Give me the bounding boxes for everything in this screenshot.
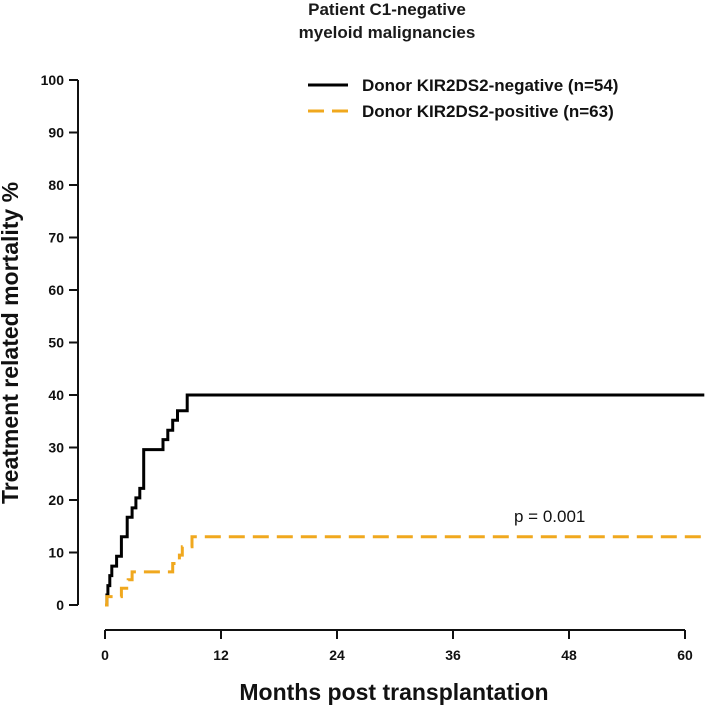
y-tick-label: 40 xyxy=(48,387,64,403)
y-tick-label: 60 xyxy=(48,282,64,298)
legend: Donor KIR2DS2-negative (n=54) Donor KIR2… xyxy=(308,76,618,121)
series-line-1 xyxy=(105,535,705,607)
x-axis-label: Months post transplantation xyxy=(239,679,548,705)
series-group xyxy=(105,393,705,607)
y-tick-label: 90 xyxy=(48,125,64,141)
x-axis: 0 12 24 36 48 60 xyxy=(101,629,693,663)
y-tick-label: 30 xyxy=(48,440,64,456)
y-tick-label: 100 xyxy=(41,72,65,88)
x-tick-label: 12 xyxy=(213,647,229,663)
y-tick-label: 0 xyxy=(56,597,64,613)
chart-title-line-2: myeloid malignancies xyxy=(299,23,476,42)
y-axis-label: Treatment related mortality % xyxy=(0,182,23,504)
x-tick-label: 48 xyxy=(561,647,577,663)
y-tick-label: 50 xyxy=(48,335,64,351)
legend-label-positive: Donor KIR2DS2-positive (n=63) xyxy=(362,102,614,121)
x-tick-label: 60 xyxy=(677,647,693,663)
x-tick-label: 0 xyxy=(101,647,109,663)
y-tick-label: 80 xyxy=(48,177,64,193)
y-tick-label: 20 xyxy=(48,492,64,508)
x-tick-label: 24 xyxy=(329,647,345,663)
chart-title-line-1: Patient C1-negative xyxy=(308,0,466,19)
y-tick-label: 10 xyxy=(48,545,64,561)
legend-label-negative: Donor KIR2DS2-negative (n=54) xyxy=(362,76,618,95)
y-axis: 0 10 20 30 40 50 60 70 80 90 100 xyxy=(41,72,79,613)
p-value-annotation: p = 0.001 xyxy=(514,507,585,526)
x-tick-label: 36 xyxy=(445,647,461,663)
y-tick-label: 70 xyxy=(48,230,64,246)
series-line-0 xyxy=(105,393,705,607)
